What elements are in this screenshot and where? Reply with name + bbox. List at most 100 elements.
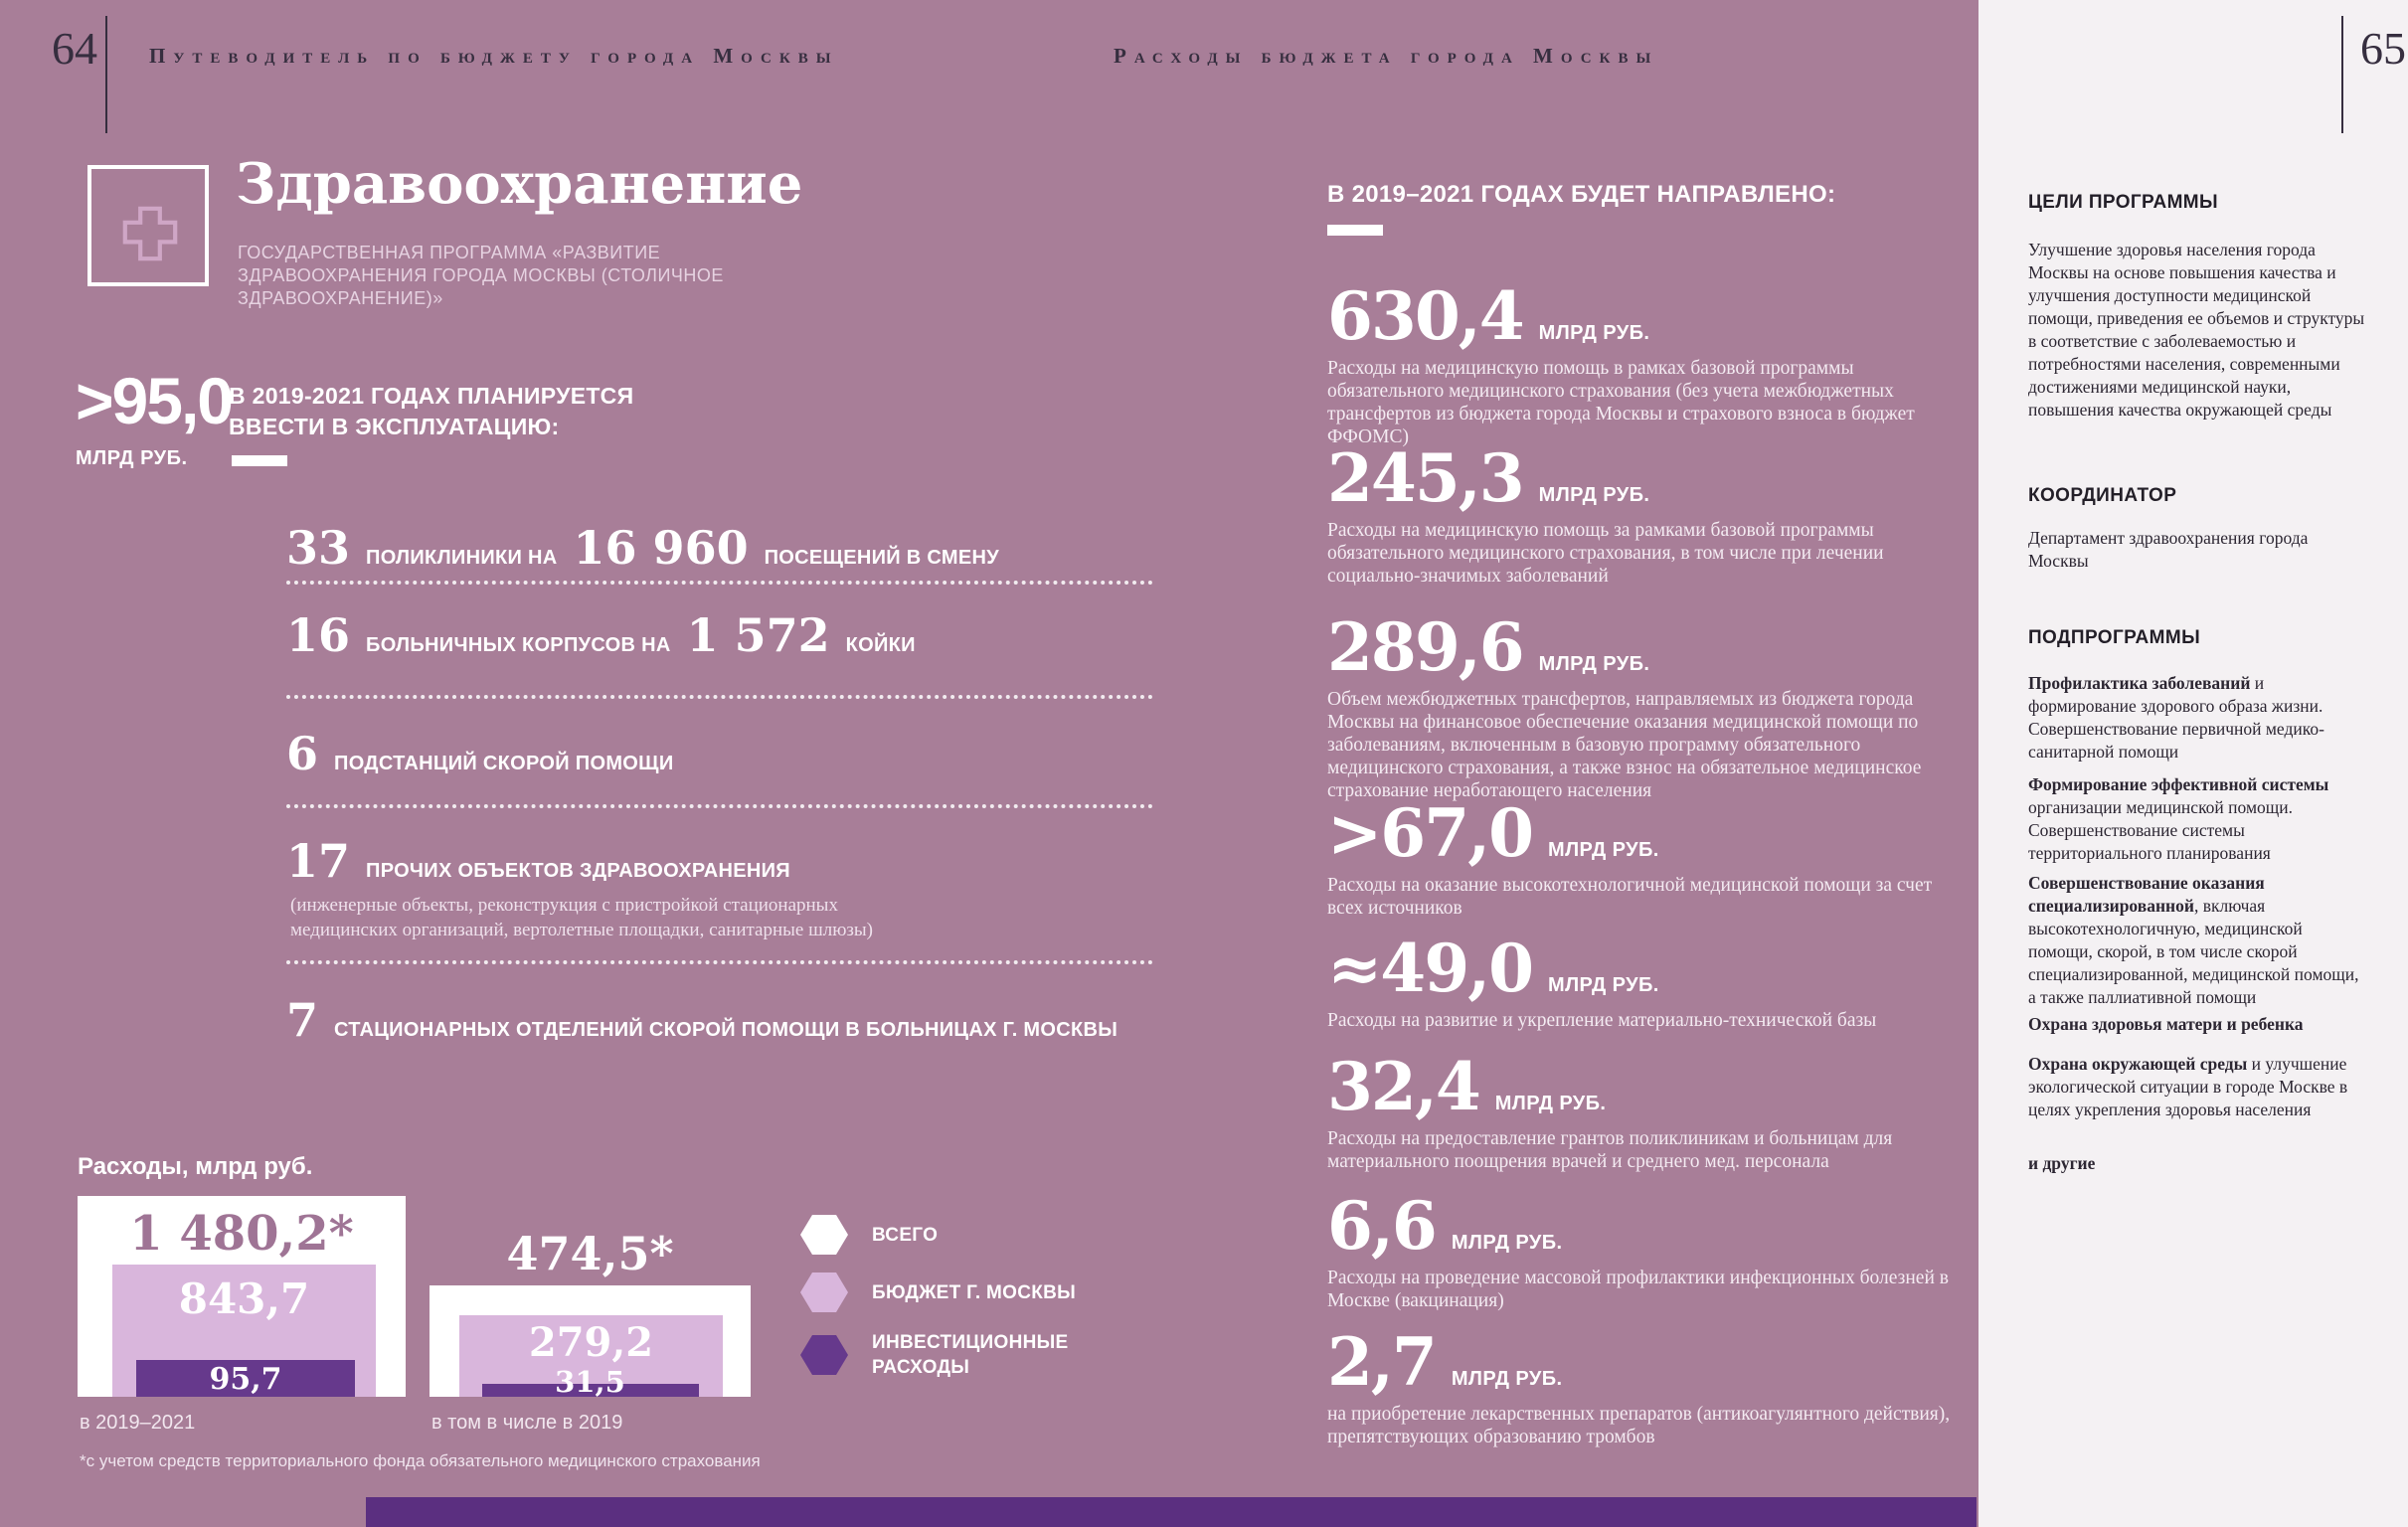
plan-header-underline: [232, 455, 287, 466]
amount-description: Объем межбюджетных трансфертов, направля…: [1327, 689, 1922, 801]
sidebar-heading-goals: ЦЕЛИ ПРОГРАММЫ: [2028, 192, 2219, 213]
facility-capacity-label: КОЙКИ: [845, 634, 916, 656]
amount-value: 6,6: [1327, 1187, 1438, 1265]
sidebar-paragraph: Охрана окружающей среды и улучшение экол…: [2028, 1053, 2366, 1121]
bottom-accent-bar: [366, 1497, 1977, 1527]
bar-value-investment: 95,7: [209, 1362, 282, 1397]
paragraph-text: , включая высокотехнологичную, медицинск…: [2028, 896, 2359, 1007]
header-rule-left: [105, 16, 107, 133]
dotted-divider: [286, 581, 1153, 585]
amount-value: 630,4: [1327, 277, 1525, 355]
paragraph-text: Департамент здравоохранения города Москв…: [2028, 528, 2309, 571]
running-title-right: Расходы бюджета города Москвы: [1114, 44, 1659, 68]
facility-label: ПОЛИКЛИНИКИ НА: [366, 547, 558, 569]
dotted-divider: [286, 695, 1153, 699]
amount-value: 289,6: [1327, 608, 1525, 686]
amount-description: на приобретение лекарственных препаратов…: [1327, 1404, 1951, 1447]
amount-unit: МЛРД РУБ.: [1548, 839, 1659, 861]
facility-label: ПРОЧИХ ОБЪЕКТОВ ЗДРАВООХРАНЕНИЯ: [366, 860, 790, 882]
budget-item: 289,6 МЛРД РУБ. Объем межбюджетных трансф…: [1327, 614, 1964, 802]
list-item: 16 БОЛЬНИЧНЫХ КОРПУСОВ НА 1 572 КОЙКИ: [286, 612, 916, 658]
sidebar-paragraph: Охрана здоровья матери и ребенка: [2028, 1013, 2366, 1036]
amount-description: Расходы на медицинскую помощь в рамках б…: [1327, 358, 1915, 447]
bar-value-total: 1 480,2*: [129, 1206, 354, 1262]
axis-label-2019-2021: в 2019–2021: [80, 1412, 196, 1434]
amount-value: 245,3: [1327, 439, 1525, 517]
bar-value-investment-2019: 31,5: [555, 1365, 625, 1399]
bar-total-2019: 279,2: [430, 1285, 751, 1397]
sidebar-paragraph: Формирование эффективной системы организ…: [2028, 773, 2366, 865]
plan-header: В 2019-2021 ГОДАХ ПЛАНИРУЕТСЯ ВВЕСТИ В Э…: [229, 383, 634, 439]
bar-investment-2019: [482, 1384, 699, 1397]
facility-label: СТАЦИОНАРНЫХ ОТДЕЛЕНИЙ СКОРОЙ ПОМОЩИ В Б…: [334, 1019, 1118, 1041]
sidebar-heading-coordinator: КООРДИНАТОР: [2028, 485, 2177, 506]
facility-count: 33: [286, 521, 351, 575]
budget-item: 245,3 МЛРД РУБ. Расходы на медицинскую по…: [1327, 445, 1964, 588]
section-header-underline: [1327, 225, 1383, 236]
budget-item: >67,0 МЛРД РУБ. Расходы на оказание высок…: [1327, 800, 1964, 920]
amount-unit: МЛРД РУБ.: [1538, 653, 1650, 675]
facility-capacity: 16 960: [573, 521, 749, 575]
dotted-divider: [286, 960, 1153, 964]
facilities-list: 33 ПОЛИКЛИНИКИ НА 16 960 ПОСЕЩЕНИЙ В СМЕ…: [286, 517, 1161, 1074]
bar-total-2019-2021: 1 480,2* 843,7 95,7: [78, 1196, 406, 1397]
amount-description: Расходы на оказание высокотехнологичной …: [1327, 875, 1933, 919]
amount-value: 2,7: [1327, 1323, 1438, 1401]
hexagon-budget-icon: [800, 1272, 848, 1312]
legend-label: ИНВЕСТИЦИОННЫЕ РАСХОДЫ: [872, 1332, 1069, 1378]
facility-note: (инженерные объекты, реконструкция с при…: [290, 895, 874, 940]
paragraph-text: и формирование здорового образа жизни. С…: [2028, 673, 2324, 762]
paragraph-text: Улучшение здоровья населения города Моск…: [2028, 240, 2365, 420]
amount-description: Расходы на медицинскую помощь за рамками…: [1327, 520, 1884, 587]
amount-value: >67,0: [1327, 794, 1534, 872]
stat-unit: МЛРД РУБ.: [76, 447, 188, 469]
paragraph-lead: Профилактика заболеваний: [2028, 673, 2251, 693]
info-sidebar: 65 ЦЕЛИ ПРОГРАММЫ Улучшение здоровья нас…: [1978, 0, 2408, 1527]
facility-capacity: 1 572: [686, 608, 830, 662]
amount-unit: МЛРД РУБ.: [1494, 1093, 1607, 1114]
bar-value-budget-2019: 279,2: [528, 1319, 654, 1366]
program-title: Здравоохранение: [236, 151, 803, 217]
sidebar-paragraph: Улучшение здоровья населения города Моск…: [2028, 239, 2366, 422]
amount-unit: МЛРД РУБ.: [1538, 322, 1650, 344]
section-header: В 2019–2021 ГОДАХ БУДЕТ НАПРАВЛЕНО:: [1327, 181, 1836, 208]
sidebar-paragraph: Профилактика заболеваний и формирование …: [2028, 672, 2366, 764]
list-item: 33 ПОЛИКЛИНИКИ НА 16 960 ПОСЕЩЕНИЙ В СМЕ…: [286, 525, 999, 571]
sidebar-paragraph: Совершенствование оказания специализиров…: [2028, 872, 2366, 1009]
paragraph-lead: Охрана окружающей среды: [2028, 1054, 2248, 1074]
bar-value-budget: 843,7: [178, 1274, 310, 1323]
facility-count: 17: [286, 834, 351, 888]
amount-unit: МЛРД РУБ.: [1538, 484, 1650, 506]
bar-investment-2019-2021: 95,7: [136, 1360, 355, 1397]
facility-capacity-label: ПОСЕЩЕНИЙ В СМЕНУ: [764, 547, 999, 569]
facility-count: 16: [286, 608, 351, 662]
axis-label-2019: в том в числе в 2019: [431, 1412, 623, 1434]
total-investment-stat: >95,0 МЛРД РУБ.: [76, 364, 234, 470]
running-title-left: Путеводитель по бюджету города Москвы: [149, 44, 839, 68]
list-item: 6 ПОДСТАНЦИЙ СКОРОЙ ПОМОЩИ: [286, 731, 674, 776]
stat-value: >95,0: [76, 364, 234, 437]
amount-description: Расходы на развитие и укрепление материа…: [1327, 1010, 1877, 1031]
legend-item-investment: ИНВЕСТИЦИОННЫЕ РАСХОДЫ: [800, 1330, 1091, 1380]
hexagon-investment-icon: [800, 1335, 848, 1375]
amount-description: Расходы на предоставление грантов поликл…: [1327, 1128, 1893, 1172]
paragraph-text: организации медицинской помощи. Совершен…: [2028, 797, 2293, 863]
page-number-left: 64: [52, 23, 97, 74]
budget-item: ≈49,0 МЛРД РУБ. Расходы на развитие и укр…: [1327, 935, 1964, 1032]
list-item: 17 ПРОЧИХ ОБЪЕКТОВ ЗДРАВООХРАНЕНИЯ: [286, 838, 790, 884]
paragraph-text: и улучшение экологической ситуации в гор…: [2028, 1054, 2348, 1119]
paragraph-lead: Охрана здоровья матери и ребенка: [2028, 1014, 2304, 1034]
sidebar-heading-subprograms: ПОДПРОГРАММЫ: [2028, 627, 2201, 648]
legend-label: БЮДЖЕТ Г. МОСКВЫ: [872, 1281, 1077, 1303]
sidebar-paragraph: и другие: [2028, 1152, 2366, 1175]
legend-item-budget: БЮДЖЕТ Г. МОСКВЫ: [800, 1272, 1076, 1312]
chart-footnote: *с учетом средств территориального фонда…: [80, 1451, 761, 1470]
amount-unit: МЛРД РУБ.: [1451, 1232, 1563, 1254]
amount-value: ≈49,0: [1327, 930, 1534, 1007]
facility-count: 7: [286, 993, 319, 1047]
hexagon-total-icon: [800, 1215, 848, 1255]
page-number-right: 65: [2360, 23, 2406, 74]
header-rule-right: [2341, 16, 2343, 133]
paragraph-lead: Формирование эффективной системы: [2028, 774, 2329, 794]
